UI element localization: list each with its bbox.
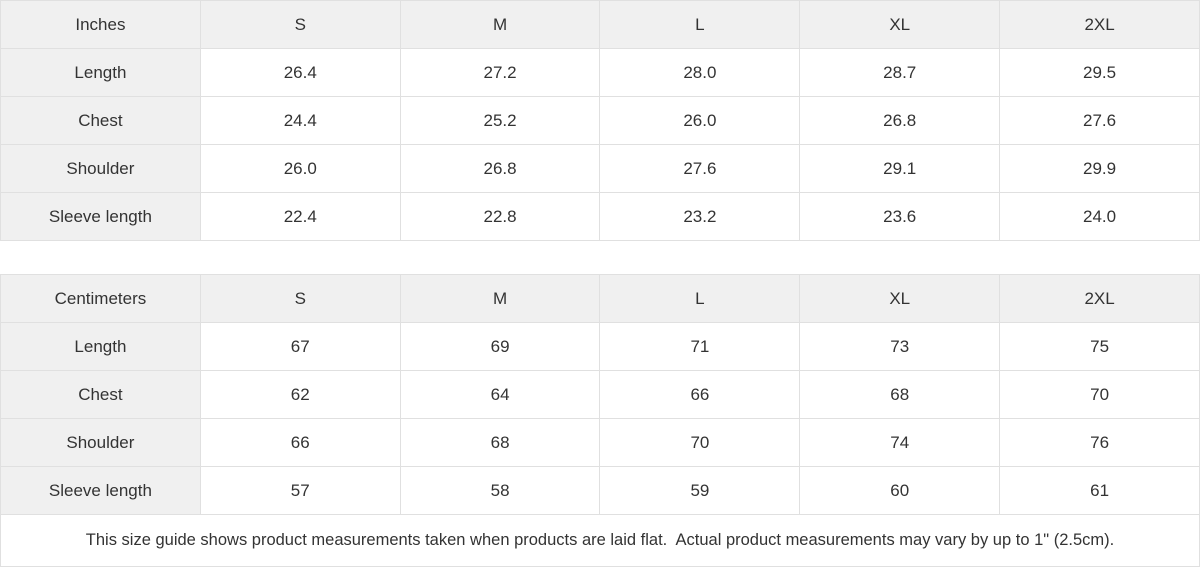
value-cell: 29.5 [999, 48, 1200, 97]
table-gap [0, 241, 1200, 274]
table-header-row: Inches S M L XL 2XL [0, 0, 1200, 49]
table-row: Length 26.4 27.2 28.0 28.7 29.5 [0, 48, 1200, 97]
size-header-cell: XL [799, 0, 1001, 49]
value-cell: 24.0 [999, 192, 1200, 241]
value-cell: 74 [799, 418, 1001, 467]
value-cell: 59 [599, 466, 801, 515]
row-label-cell: Shoulder [0, 418, 201, 467]
value-cell: 76 [999, 418, 1200, 467]
value-cell: 26.8 [799, 96, 1001, 145]
row-label-cell: Sleeve length [0, 192, 201, 241]
value-cell: 64 [399, 370, 601, 419]
row-label-cell: Length [0, 48, 201, 97]
value-cell: 70 [999, 370, 1200, 419]
table-row: Sleeve length 57 58 59 60 61 [0, 466, 1200, 515]
value-cell: 70 [599, 418, 801, 467]
size-header-cell: S [199, 274, 401, 323]
value-cell: 60 [799, 466, 1001, 515]
value-cell: 73 [799, 322, 1001, 371]
value-cell: 58 [399, 466, 601, 515]
table-header-row: Centimeters S M L XL 2XL [0, 274, 1200, 323]
table-row: Sleeve length 22.4 22.8 23.2 23.6 24.0 [0, 192, 1200, 241]
value-cell: 75 [999, 322, 1200, 371]
value-cell: 27.2 [399, 48, 601, 97]
size-header-cell: 2XL [999, 274, 1200, 323]
value-cell: 22.8 [399, 192, 601, 241]
value-cell: 26.0 [199, 144, 401, 193]
size-header-cell: M [399, 274, 601, 323]
value-cell: 26.0 [599, 96, 801, 145]
value-cell: 24.4 [199, 96, 401, 145]
value-cell: 22.4 [199, 192, 401, 241]
table-row: Chest 62 64 66 68 70 [0, 370, 1200, 419]
value-cell: 57 [199, 466, 401, 515]
unit-header-cell: Inches [0, 0, 201, 49]
centimeters-size-table: Centimeters S M L XL 2XL Length 67 69 71… [0, 274, 1200, 515]
row-label-cell: Length [0, 322, 201, 371]
value-cell: 29.9 [999, 144, 1200, 193]
value-cell: 25.2 [399, 96, 601, 145]
size-guide: Inches S M L XL 2XL Length 26.4 27.2 28.… [0, 0, 1200, 567]
size-header-cell: L [599, 0, 801, 49]
value-cell: 27.6 [599, 144, 801, 193]
table-row: Length 67 69 71 73 75 [0, 322, 1200, 371]
size-header-cell: 2XL [999, 0, 1200, 49]
value-cell: 23.2 [599, 192, 801, 241]
value-cell: 68 [399, 418, 601, 467]
table-row: Shoulder 66 68 70 74 76 [0, 418, 1200, 467]
value-cell: 62 [199, 370, 401, 419]
size-guide-note: This size guide shows product measuremen… [0, 515, 1200, 567]
value-cell: 66 [199, 418, 401, 467]
size-header-cell: S [199, 0, 401, 49]
size-header-cell: XL [799, 274, 1001, 323]
value-cell: 28.0 [599, 48, 801, 97]
value-cell: 27.6 [999, 96, 1200, 145]
size-header-cell: L [599, 274, 801, 323]
value-cell: 23.6 [799, 192, 1001, 241]
value-cell: 67 [199, 322, 401, 371]
value-cell: 26.4 [199, 48, 401, 97]
table-row: Chest 24.4 25.2 26.0 26.8 27.6 [0, 96, 1200, 145]
unit-header-cell: Centimeters [0, 274, 201, 323]
value-cell: 69 [399, 322, 601, 371]
table-row: Shoulder 26.0 26.8 27.6 29.1 29.9 [0, 144, 1200, 193]
inches-size-table: Inches S M L XL 2XL Length 26.4 27.2 28.… [0, 0, 1200, 241]
size-header-cell: M [399, 0, 601, 49]
value-cell: 29.1 [799, 144, 1001, 193]
value-cell: 28.7 [799, 48, 1001, 97]
value-cell: 71 [599, 322, 801, 371]
value-cell: 61 [999, 466, 1200, 515]
row-label-cell: Chest [0, 96, 201, 145]
value-cell: 26.8 [399, 144, 601, 193]
row-label-cell: Sleeve length [0, 466, 201, 515]
row-label-cell: Shoulder [0, 144, 201, 193]
value-cell: 66 [599, 370, 801, 419]
value-cell: 68 [799, 370, 1001, 419]
row-label-cell: Chest [0, 370, 201, 419]
